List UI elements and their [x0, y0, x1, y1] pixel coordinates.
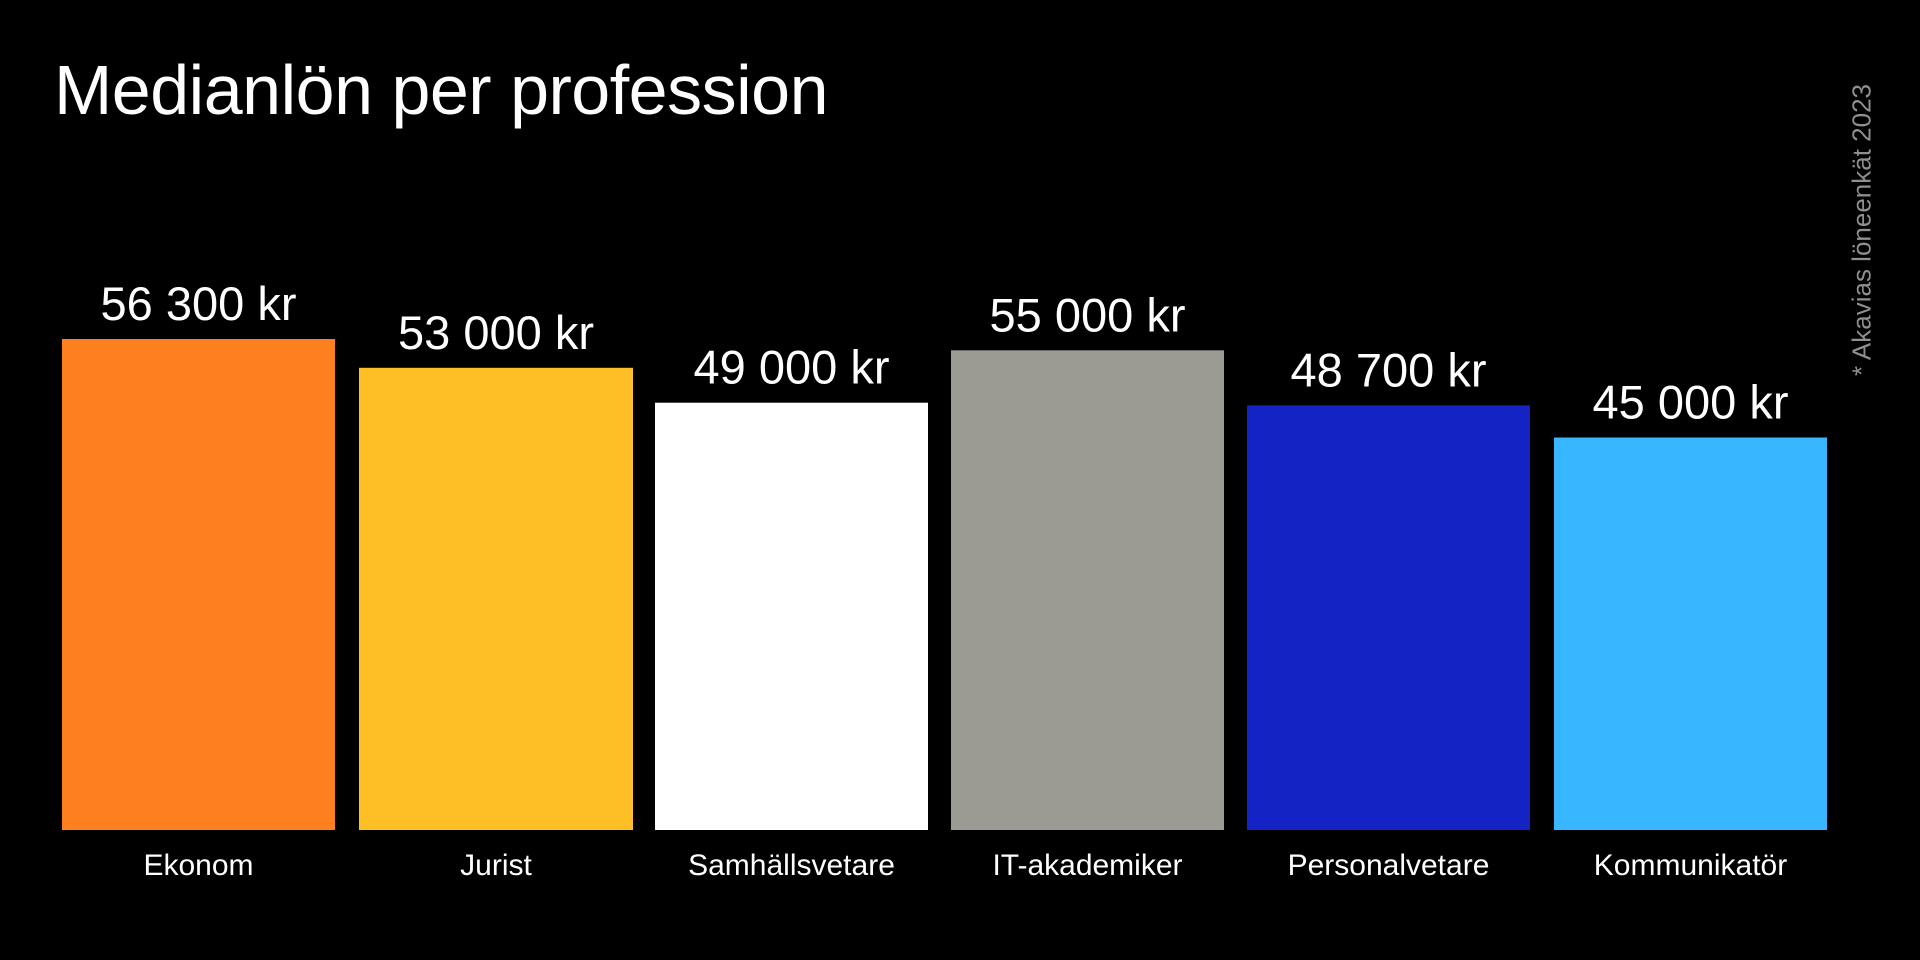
value-label: 48 700 kr: [1291, 343, 1487, 396]
chart-title: Medianlön per profession: [54, 51, 829, 129]
bar-samhällsvetare: [655, 402, 928, 830]
category-label: Ekonom: [143, 849, 253, 882]
category-label: Jurist: [460, 849, 532, 882]
value-label: 49 000 kr: [694, 341, 890, 394]
value-label: 55 000 kr: [990, 288, 1186, 341]
bar-it-akademiker: [951, 350, 1224, 830]
category-label: Samhällsvetare: [688, 849, 895, 882]
category-label: Personalvetare: [1288, 849, 1490, 882]
bar-kommunikatör: [1554, 437, 1827, 830]
bar-jurist: [359, 367, 633, 830]
category-label: IT-akademiker: [992, 849, 1182, 882]
value-label: 53 000 kr: [398, 306, 594, 359]
bar-personalvetare: [1247, 405, 1530, 830]
value-label: 45 000 kr: [1593, 376, 1789, 429]
value-label: 56 300 kr: [101, 277, 297, 330]
bar-ekonom: [62, 339, 335, 830]
category-label: Kommunikatör: [1594, 849, 1787, 882]
